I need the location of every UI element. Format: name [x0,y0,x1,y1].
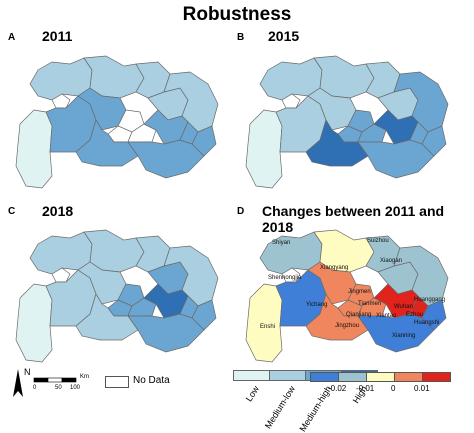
city-label: Huangshi [414,320,440,326]
change-label: 0.01 [414,384,430,393]
legend-label: Medium-low [263,384,298,431]
legend-swatch-low [233,370,270,381]
figure-title: Robustness [182,4,292,25]
legend-label: Low [244,384,262,404]
panel-b-title: 2015 [268,28,300,44]
city-label: Enshi [260,324,276,330]
change-label: -0.02 [328,384,347,393]
city-label: Wuhan [394,304,413,310]
city-label: Ezhou [406,312,424,318]
map-2011 [15,55,219,189]
map-2015 [245,55,449,189]
city-label: Shennongjia [268,275,302,281]
change-label: -0.01 [356,384,375,393]
panel-a-title: 2011 [42,28,73,44]
scale-tick: 0 [33,385,37,391]
scale-tick: 50 [55,385,62,391]
north-label: N [24,367,31,377]
city-label: Yichang [306,302,328,308]
scale-unit: Km [80,374,89,380]
city-label: Suizhou [367,238,389,244]
scale-bar [33,377,77,383]
change-swatch [310,372,339,382]
city-label: Xianning [392,333,416,339]
panel-a-label: A [8,32,16,43]
no-data-label: No Data [133,375,170,386]
change-swatch [422,372,451,382]
legend-swatch-medium-low [269,370,306,381]
city-label: Shiyan [272,240,291,246]
panel-d-title: Changes between 2011 and 2018 [262,203,445,235]
panel-c-title: 2018 [42,203,74,219]
city-label: Xiaogan [380,258,403,264]
city-label: Xiantao [376,313,397,319]
panel-d-label: D [237,206,245,217]
change-swatch [394,372,423,382]
city-label: Xiangyang [320,265,349,271]
city-label: Huanggang [414,297,446,303]
change-swatch [338,372,367,382]
north-arrow-icon [13,369,23,397]
city-label: Tianmen [358,301,382,307]
change-label: 0 [391,384,396,393]
panel-c-label: C [8,206,16,217]
map-2018 [15,229,219,363]
city-label: Jingmen [348,289,371,295]
change-swatch [366,372,395,382]
no-data-swatch [105,376,129,388]
city-label: Jingzhou [335,323,360,329]
city-label: Qianjiang [346,312,372,318]
scale-tick: 100 [70,385,81,391]
panel-b-label: B [237,32,245,43]
